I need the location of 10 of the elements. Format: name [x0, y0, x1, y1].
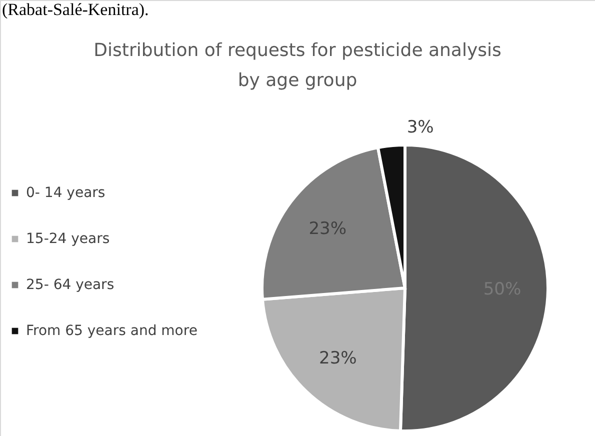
legend-label: 15-24 years [26, 231, 110, 247]
data-label: 3% [406, 118, 434, 138]
legend-label: 25- 64 years [26, 277, 114, 293]
legend-label: From 65 years and more [26, 323, 198, 339]
data-label: 23% [308, 219, 347, 240]
legend-label: 0- 14 years [26, 185, 106, 201]
text: (Rabat-Salé-Kenitra). [2, 0, 149, 19]
text: by age group [238, 70, 358, 91]
data-label: 23% [319, 348, 357, 368]
text: Distribution of requests for pesticide analysis [94, 40, 502, 61]
